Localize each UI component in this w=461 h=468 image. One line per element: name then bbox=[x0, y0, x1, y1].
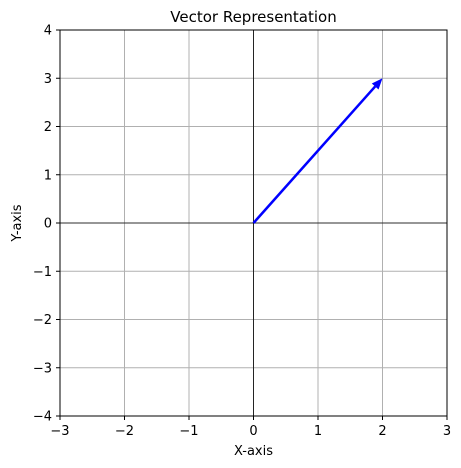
y-tick-label: 1 bbox=[44, 168, 52, 183]
y-tick-label: −3 bbox=[33, 361, 52, 376]
x-tick-label: −3 bbox=[50, 424, 69, 439]
y-tick-label: 4 bbox=[44, 24, 52, 39]
vectors bbox=[252, 78, 383, 224]
y-tick-label: 3 bbox=[44, 72, 52, 87]
y-tick-label: 0 bbox=[44, 217, 52, 232]
x-tick-label: 0 bbox=[249, 424, 257, 439]
y-tick-label: −2 bbox=[33, 313, 52, 328]
y-tick-label: 2 bbox=[44, 120, 52, 135]
vector-arrowhead bbox=[371, 78, 383, 90]
x-ticks: −3 −2 −1 0 1 2 3 bbox=[50, 416, 451, 439]
chart-title: Vector Representation bbox=[170, 8, 337, 26]
x-tick-label: −1 bbox=[179, 424, 198, 439]
y-tick-label: −4 bbox=[33, 410, 52, 425]
vector-shaft bbox=[252, 85, 377, 224]
x-tick-label: 2 bbox=[378, 424, 386, 439]
y-tick-label: −1 bbox=[33, 265, 52, 280]
x-axis-label: X-axis bbox=[234, 444, 273, 459]
x-tick-label: 1 bbox=[314, 424, 322, 439]
x-tick-label: −2 bbox=[115, 424, 134, 439]
x-tick-label: 3 bbox=[443, 424, 451, 439]
y-ticks: −4 −3 −2 −1 0 1 2 3 4 bbox=[33, 24, 60, 425]
y-axis-label: Y-axis bbox=[10, 204, 25, 242]
